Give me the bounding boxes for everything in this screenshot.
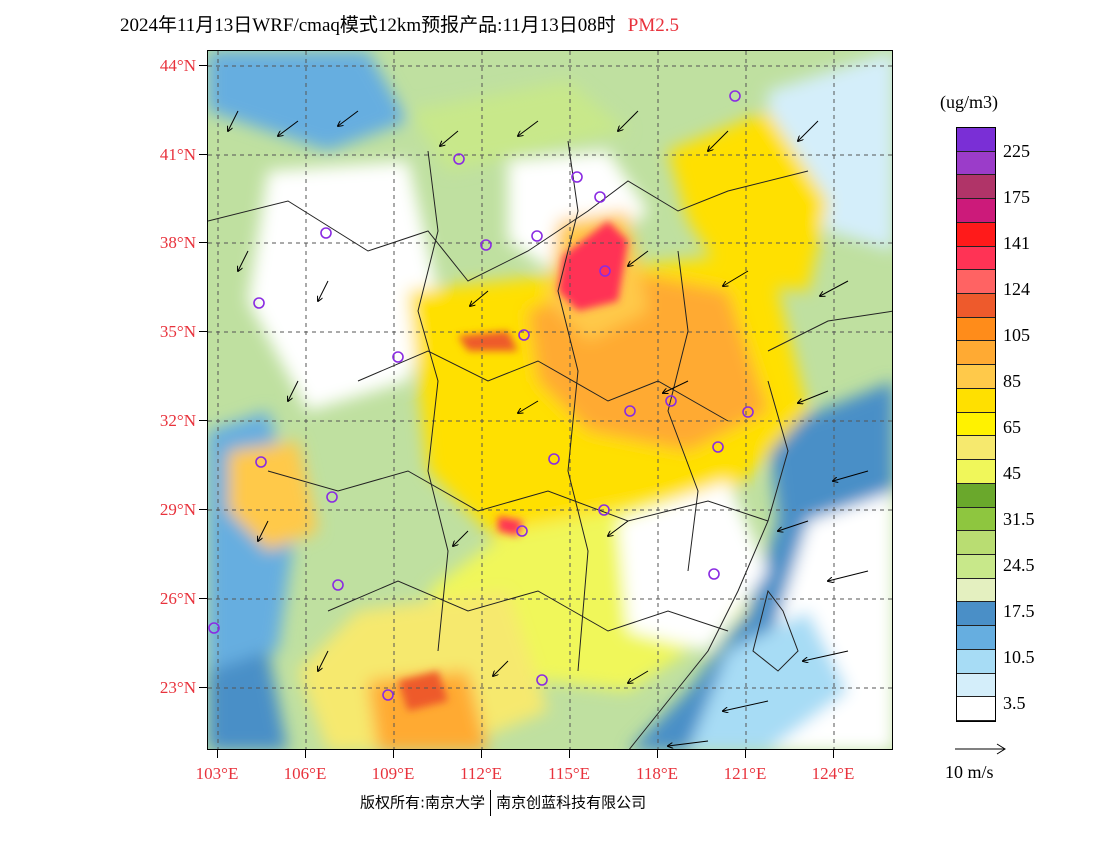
lat-tick [199, 687, 207, 688]
lon-tick [481, 750, 482, 758]
lat-label-23n: 23°N [159, 678, 196, 697]
colorbar-segment [957, 270, 995, 295]
title-variable: PM2.5 [627, 15, 679, 36]
colorbar-label: 175 [1003, 187, 1030, 207]
colorbar-unit: (ug/m3) [940, 92, 998, 112]
colorbar-label: 105 [1003, 325, 1030, 345]
graticule [208, 51, 892, 749]
colorbar-segment [957, 602, 995, 627]
lat-label-38n: 38°N [159, 233, 196, 252]
lat-label-32n: 32°N [159, 411, 196, 430]
lon-label-103e: 103°E [195, 764, 239, 783]
lat-label-29n: 29°N [159, 500, 196, 519]
colorbar-segment [957, 412, 995, 437]
lon-label-124e: 124°E [811, 764, 855, 783]
lon-label-112e: 112°E [459, 764, 503, 783]
colorbar-segment [957, 199, 995, 223]
colorbar-segment [957, 507, 995, 532]
copyright-left: 版权所有:南京大学 [360, 793, 486, 812]
province-boundaries [208, 140, 892, 749]
title-main: 2024年11月13日WRF/cmaq模式12km预报产品:11月13日08时 [120, 15, 616, 36]
colorbar-label: 31.5 [1003, 509, 1035, 529]
lon-label-118e: 118°E [635, 764, 679, 783]
lon-label-121e: 121°E [723, 764, 767, 783]
colorbar-segment [957, 578, 995, 603]
lat-tick [199, 242, 207, 243]
colorbar-segment [957, 388, 995, 413]
lat-tick [199, 598, 207, 599]
lon-tick [305, 750, 306, 758]
colorbar-segment [957, 151, 995, 176]
colorbar-label: 225 [1003, 141, 1030, 161]
lat-tick [199, 154, 207, 155]
lon-tick [657, 750, 658, 758]
lat-tick [199, 65, 207, 66]
colorbar-segment [957, 673, 995, 698]
map-title: 2024年11月13日WRF/cmaq模式12km预报产品:11月13日08时 P… [120, 10, 980, 40]
colorbar-segment [957, 697, 995, 721]
colorbar-segment [957, 222, 995, 247]
colorbar-segment [957, 365, 995, 389]
pm25-map-canvas [208, 51, 892, 749]
colorbar-label: 141 [1003, 233, 1030, 253]
colorbar-segment [957, 436, 995, 461]
lon-label-106e: 106°E [283, 764, 327, 783]
colorbar-segment [957, 128, 995, 152]
colorbar-label: 124 [1003, 279, 1030, 299]
colorbar-segment [957, 626, 995, 650]
lon-tick [745, 750, 746, 758]
lat-label-44n: 44°N [159, 56, 196, 75]
colorbar-segment [957, 649, 995, 674]
lon-label-109e: 109°E [371, 764, 415, 783]
colorbar-label: 85 [1003, 371, 1021, 391]
lon-label-115e: 115°E [547, 764, 591, 783]
lon-tick [393, 750, 394, 758]
lat-tick [199, 331, 207, 332]
pm25-map[interactable] [207, 50, 893, 750]
colorbar-segment [957, 460, 995, 484]
footer-divider [490, 790, 492, 816]
lat-tick [199, 509, 207, 510]
colorbar-label: 3.5 [1003, 693, 1026, 713]
colorbar-segment [957, 294, 995, 318]
colorbar-segment [957, 554, 995, 579]
colorbar [956, 127, 996, 722]
colorbar-segment [957, 246, 995, 271]
colorbar-label: 17.5 [1003, 601, 1035, 621]
lon-tick [217, 750, 218, 758]
lat-label-35n: 35°N [159, 322, 196, 341]
copyright-right: 南京创蓝科技有限公司 [496, 793, 647, 812]
lat-label-41n: 41°N [159, 145, 196, 164]
wind-reference-label: 10 m/s [945, 762, 994, 782]
colorbar-label: 24.5 [1003, 555, 1035, 575]
wind-vectors [228, 110, 869, 746]
colorbar-segment [957, 317, 995, 342]
colorbar-segment [957, 531, 995, 555]
lon-tick [833, 750, 834, 758]
concentration-field [208, 51, 892, 749]
colorbar-label: 45 [1003, 463, 1021, 483]
colorbar-label: 65 [1003, 417, 1021, 437]
colorbar-segment [957, 175, 995, 200]
copyright-footer: 版权所有:南京大学 南京创蓝科技有限公司 [360, 790, 646, 816]
colorbar-segment [957, 483, 995, 508]
wind-reference-arrow [955, 743, 1006, 755]
colorbar-segment [957, 341, 995, 366]
lon-tick [569, 750, 570, 758]
lat-tick [199, 420, 207, 421]
colorbar-label: 10.5 [1003, 647, 1035, 667]
city-markers [208, 90, 754, 701]
lat-label-26n: 26°N [159, 589, 196, 608]
